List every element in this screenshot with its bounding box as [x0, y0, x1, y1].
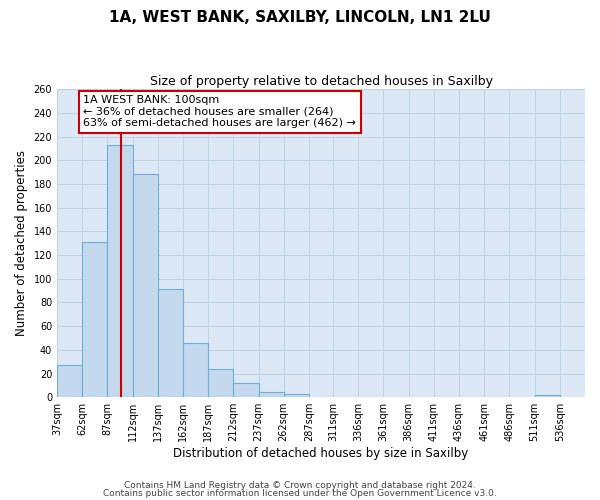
Bar: [284, 394, 309, 397]
Bar: [82, 242, 107, 397]
Y-axis label: Number of detached properties: Number of detached properties: [15, 150, 28, 336]
Bar: [133, 174, 158, 397]
Bar: [208, 369, 233, 397]
Text: 1A WEST BANK: 100sqm
← 36% of detached houses are smaller (264)
63% of semi-deta: 1A WEST BANK: 100sqm ← 36% of detached h…: [83, 95, 356, 128]
Text: Contains HM Land Registry data © Crown copyright and database right 2024.: Contains HM Land Registry data © Crown c…: [124, 480, 476, 490]
X-axis label: Distribution of detached houses by size in Saxilby: Distribution of detached houses by size …: [173, 447, 469, 460]
Text: Contains public sector information licensed under the Open Government Licence v3: Contains public sector information licen…: [103, 489, 497, 498]
Bar: [259, 392, 284, 397]
Bar: [158, 290, 183, 397]
Bar: [233, 383, 259, 397]
Bar: [183, 342, 208, 397]
Text: 1A, WEST BANK, SAXILBY, LINCOLN, LN1 2LU: 1A, WEST BANK, SAXILBY, LINCOLN, LN1 2LU: [109, 10, 491, 25]
Bar: [57, 365, 82, 397]
Bar: [107, 145, 133, 397]
Title: Size of property relative to detached houses in Saxilby: Size of property relative to detached ho…: [149, 75, 493, 88]
Bar: [535, 395, 560, 397]
